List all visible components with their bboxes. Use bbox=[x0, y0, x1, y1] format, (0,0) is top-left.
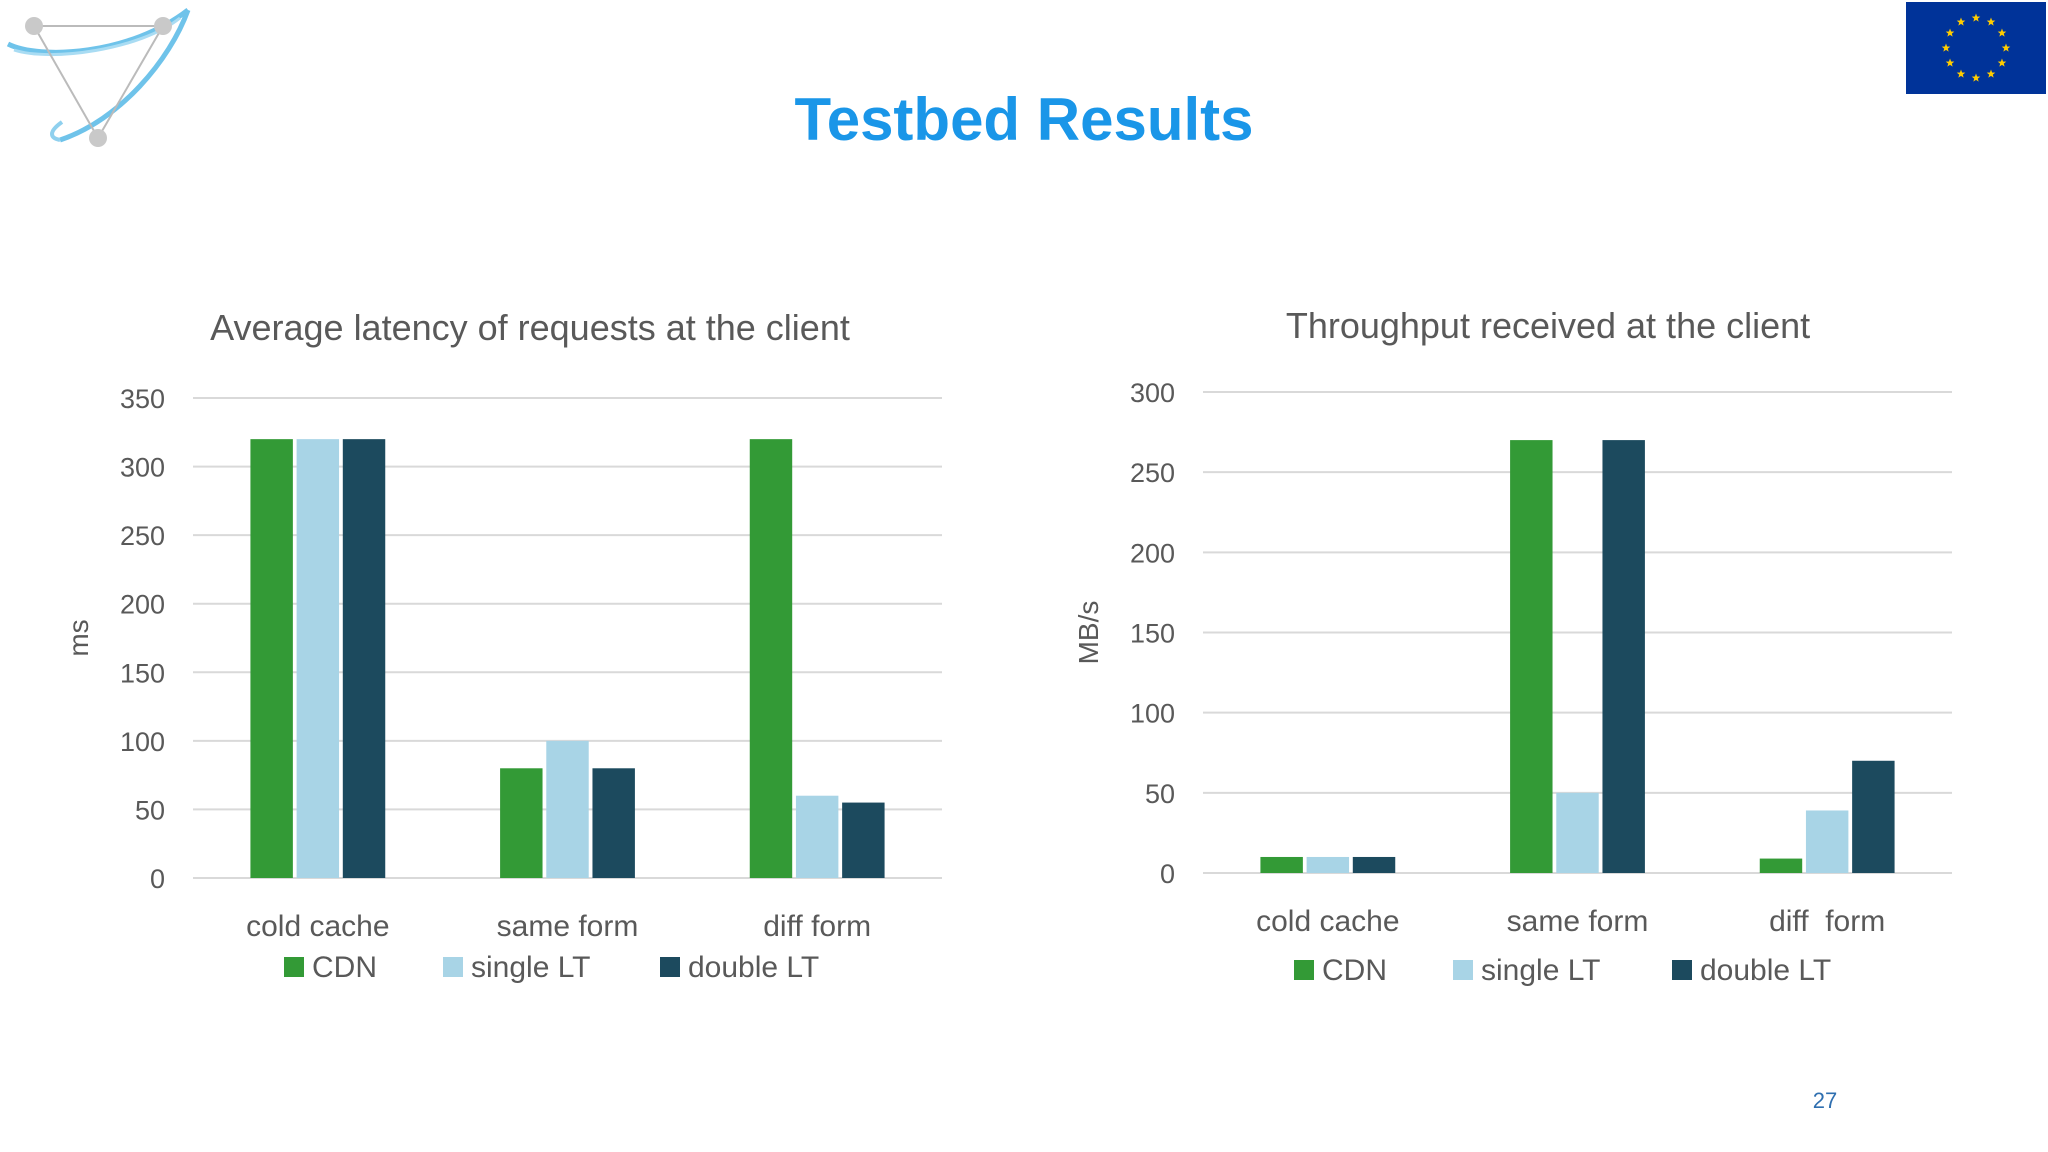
bar bbox=[546, 740, 589, 878]
legend-label: double LT bbox=[1700, 954, 1831, 987]
bar bbox=[795, 795, 839, 878]
page-number: 27 bbox=[1812, 1088, 1838, 1113]
y-tick-label: 100 bbox=[120, 727, 165, 757]
bar bbox=[1852, 760, 1895, 873]
eu-star-icon bbox=[1945, 58, 1955, 67]
bar bbox=[1602, 440, 1645, 873]
eu-star-icon bbox=[1956, 69, 1966, 78]
eu-star-icon bbox=[1986, 17, 1996, 26]
slide-title: Testbed Results bbox=[794, 86, 1254, 153]
y-axis-label: ms bbox=[63, 619, 94, 656]
legend-label: single LT bbox=[471, 951, 591, 984]
bar bbox=[1306, 856, 1350, 873]
bar bbox=[296, 439, 340, 878]
chart-title: Average latency of requests at the clien… bbox=[210, 307, 850, 348]
eu-star-icon bbox=[1986, 69, 1996, 78]
y-tick-label: 50 bbox=[1145, 779, 1175, 809]
legend-swatch bbox=[1672, 960, 1692, 980]
bar bbox=[592, 768, 635, 878]
network-logo-icon bbox=[6, 8, 191, 147]
legend-label: CDN bbox=[1322, 954, 1387, 987]
bar bbox=[500, 768, 543, 878]
bar bbox=[1805, 810, 1849, 873]
bar bbox=[1352, 856, 1396, 873]
eu-star-icon bbox=[2001, 43, 2011, 52]
bar bbox=[1260, 856, 1303, 873]
chart-title: Throughput received at the client bbox=[1286, 305, 1810, 346]
y-tick-label: 0 bbox=[150, 864, 165, 894]
y-tick-label: 200 bbox=[120, 590, 165, 620]
eu-star-icon bbox=[1945, 28, 1955, 37]
bar bbox=[1759, 858, 1803, 873]
legend-label: double LT bbox=[688, 951, 819, 984]
x-tick-label: diff form bbox=[763, 910, 871, 943]
y-tick-label: 150 bbox=[1130, 619, 1175, 649]
bar bbox=[250, 439, 293, 878]
x-tick-label: cold cache bbox=[1256, 905, 1399, 938]
legend-swatch bbox=[1294, 960, 1314, 980]
x-tick-label: same form bbox=[1507, 905, 1649, 938]
bar bbox=[749, 439, 793, 878]
x-tick-label: cold cache bbox=[246, 910, 389, 943]
y-tick-label: 150 bbox=[120, 658, 165, 688]
y-tick-label: 0 bbox=[1160, 859, 1175, 889]
y-tick-label: 250 bbox=[1130, 458, 1175, 488]
legend-swatch bbox=[1453, 960, 1473, 980]
y-tick-label: 350 bbox=[120, 384, 165, 414]
legend-label: CDN bbox=[312, 951, 377, 984]
y-tick-label: 100 bbox=[1130, 699, 1175, 729]
bar bbox=[342, 439, 386, 878]
bar bbox=[1510, 440, 1553, 873]
eu-star-icon bbox=[1997, 28, 2007, 37]
y-tick-label: 200 bbox=[1130, 538, 1175, 568]
bar bbox=[1556, 792, 1599, 873]
y-tick-label: 300 bbox=[1130, 378, 1175, 408]
x-tick-label: diff form bbox=[1769, 905, 1885, 938]
y-axis-label: MB/s bbox=[1073, 601, 1104, 665]
eu-star-icon bbox=[1941, 43, 1951, 52]
eu-star-icon bbox=[1971, 13, 1981, 22]
y-tick-label: 50 bbox=[135, 795, 165, 825]
eu-star-icon bbox=[1956, 17, 1966, 26]
eu-flag-icon bbox=[1906, 2, 2046, 94]
eu-star-icon bbox=[1971, 73, 1981, 82]
legend-label: single LT bbox=[1481, 954, 1601, 987]
x-tick-label: same form bbox=[497, 910, 639, 943]
legend-swatch bbox=[284, 957, 304, 977]
eu-star-icon bbox=[1997, 58, 2007, 67]
bar bbox=[842, 802, 885, 878]
y-tick-label: 300 bbox=[120, 453, 165, 483]
legend-swatch bbox=[443, 957, 463, 977]
legend-swatch bbox=[660, 957, 680, 977]
y-tick-label: 250 bbox=[120, 521, 165, 551]
